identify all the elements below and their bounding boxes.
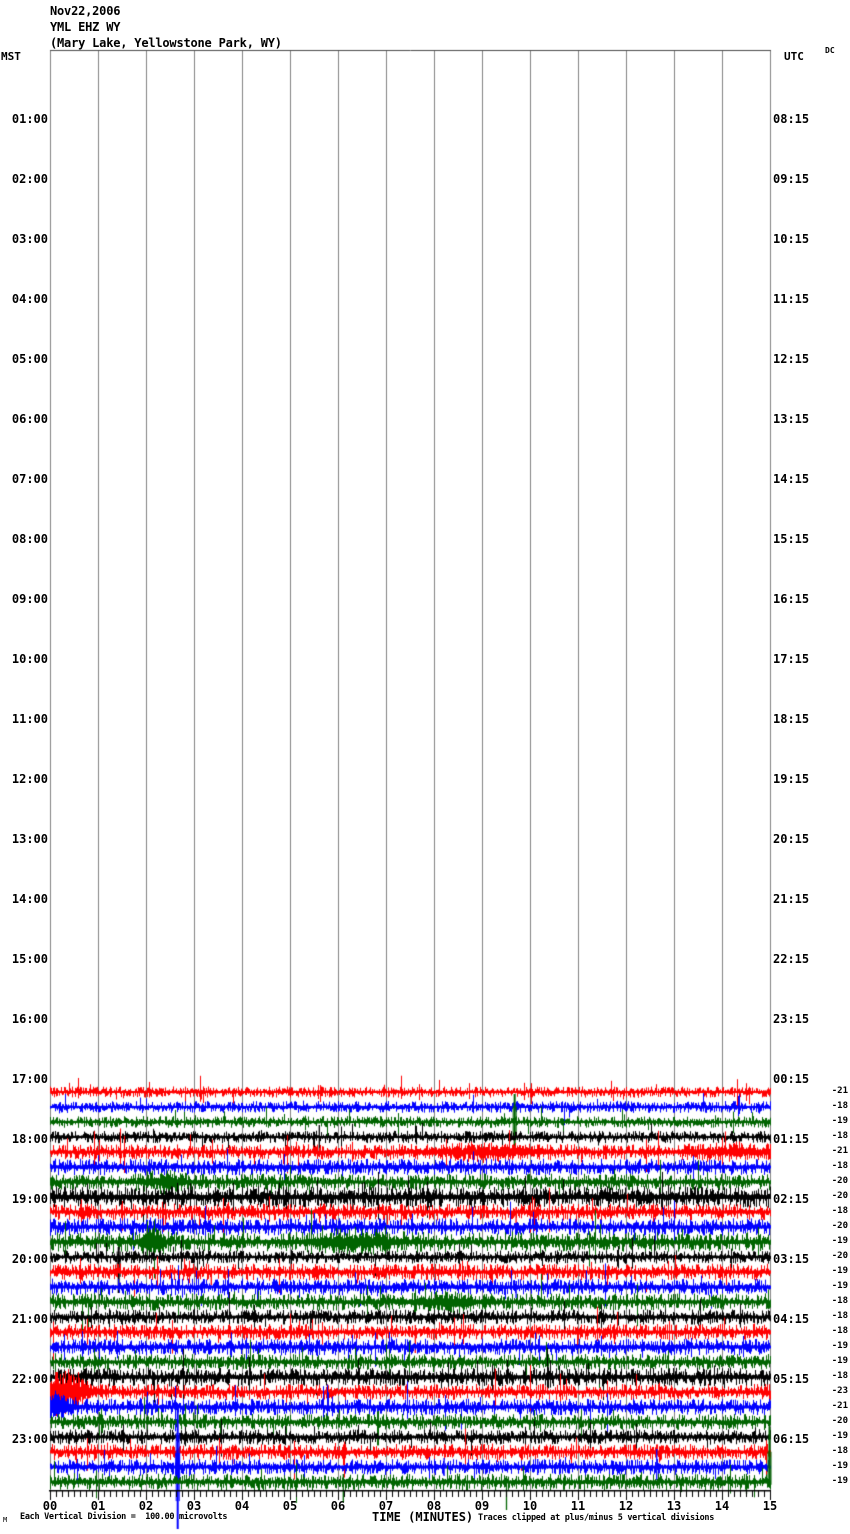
webicorder-page: Nov22,2006 YML EHZ WY (Mary Lake, Yellow… (0, 0, 850, 1534)
helicorder-plot-canvas[interactable] (0, 0, 850, 1534)
